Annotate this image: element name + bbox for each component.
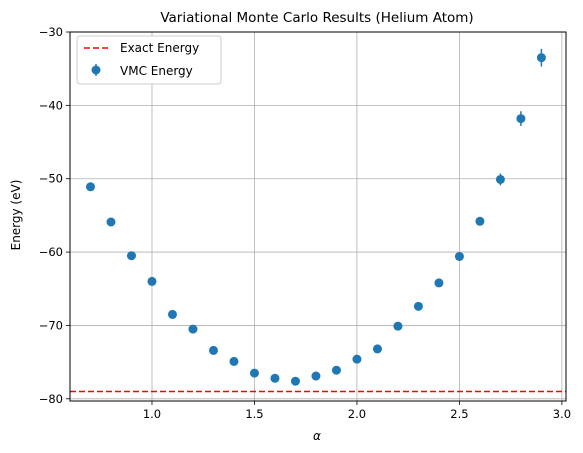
grid [70,31,566,401]
vmc-point [352,354,362,364]
vmc-point [229,356,239,366]
y-tick-label: −80 [39,392,63,406]
legend: Exact Energy VMC Energy [76,35,222,85]
vmc-point [85,182,95,192]
vmc-point [126,251,136,261]
axes-frame [69,31,567,402]
vmc-point [208,345,218,355]
vmc-point [434,278,444,288]
x-axis-label: α [313,429,321,443]
legend-exact-label: Exact Energy [120,41,199,55]
legend-vmc-label: VMC Energy [120,64,193,78]
y-tick-label: −50 [39,172,63,186]
y-tick-label: −60 [39,245,63,259]
x-tick-label: 2.5 [450,407,468,421]
vmc-point [249,368,259,378]
chart-title: Variational Monte Carlo Results (Helium … [160,10,473,26]
y-tick-label: −70 [39,318,63,332]
axis-ticks: 1.0 1.5 2.0 2.5 3.0 −80 −70 −60 −50 −40 −30 [39,25,571,421]
vmc-point [516,114,526,124]
x-tick-label: 1.5 [245,407,263,421]
vmc-point [475,216,485,226]
vmc-point [331,365,341,375]
vmc-point [167,309,177,319]
vmc-point [147,276,157,286]
vmc-point [413,301,423,311]
vmc-point [393,321,403,331]
vmc-point [290,376,300,386]
vmc-point [536,53,546,63]
vmc-point [495,174,505,184]
vmc-point [106,217,116,227]
vmc-point [454,251,464,261]
vmc-point [372,344,382,354]
y-tick-label: −40 [39,98,63,112]
x-tick-label: 3.0 [553,407,571,421]
vmc-point [270,373,280,383]
plot-area [70,48,566,393]
x-tick-label: 2.0 [348,407,366,421]
x-tick-label: 1.0 [143,407,161,421]
y-axis-label: Energy (eV) [9,180,23,251]
vmc-point [188,324,198,334]
legend-vmc-marker [91,65,101,75]
vmc-point [311,371,321,381]
legend-box [76,35,222,85]
y-tick-label: −30 [39,25,63,39]
